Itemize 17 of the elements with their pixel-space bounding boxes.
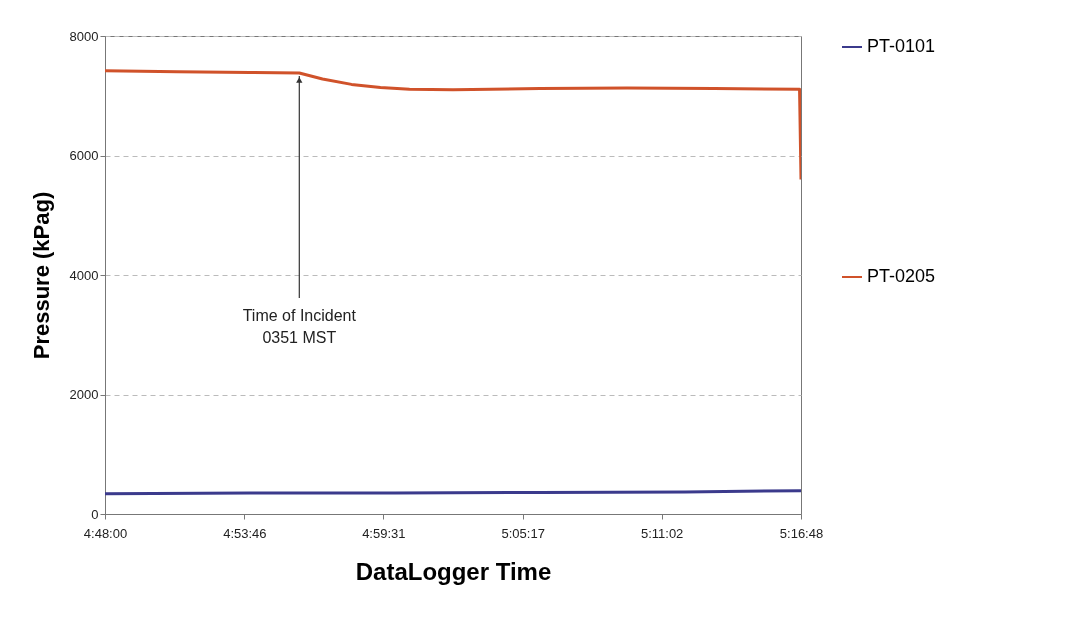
x-tick-label: 5:11:02 (640, 525, 684, 541)
x-tick-label: 5:16:48 (779, 525, 824, 541)
y-axis-title: Pressure (kPag) (28, 191, 54, 360)
x-tick-label: 4:53:46 (223, 525, 267, 541)
x-tick-label: 4:48:00 (83, 525, 128, 541)
y-tick-label: 6000 (69, 148, 99, 163)
y-tick-label: 0 (91, 506, 99, 522)
x-axis-title: DataLogger Time (355, 557, 552, 585)
y-tick-label: 4000 (69, 267, 99, 283)
line-series (105, 69, 801, 181)
legend-label: PT-0101 (867, 36, 936, 56)
x-tick-label: 5:05:17 (501, 525, 545, 541)
legend-label: PT-0205 (867, 266, 936, 286)
x-tick-label: 4:59:31 (362, 525, 406, 541)
y-tick-label: 8000 (69, 28, 99, 44)
annotation: Time of Incident 0351 MST (242, 307, 357, 347)
y-tick-label: 2000 (69, 387, 99, 402)
